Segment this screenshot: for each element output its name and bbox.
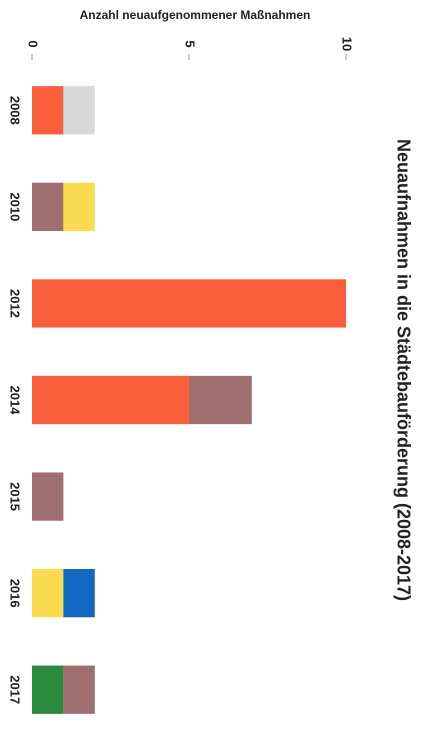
y-tick-label: 2015 <box>8 482 23 511</box>
bar-segment <box>32 569 64 618</box>
bar-segment <box>32 665 64 714</box>
bar-segment <box>63 569 95 618</box>
y-tick-label: 2010 <box>8 192 23 221</box>
bar-segment <box>63 182 95 231</box>
bar-segment <box>32 375 189 425</box>
x-tick-label: 10 <box>340 37 355 51</box>
bar-segment <box>32 86 64 135</box>
x-tick-label: 5 <box>183 40 198 47</box>
y-tick-label: 2012 <box>8 289 23 318</box>
y-tick-label: 2016 <box>8 579 23 608</box>
bar-segment <box>189 375 252 425</box>
y-tick-label: 2008 <box>8 96 23 125</box>
y-tick-label: 2017 <box>8 675 23 704</box>
bar-segment <box>63 665 95 714</box>
chart-title: Neuaufnahmen in die Städtebauförderung (… <box>393 139 413 601</box>
bar-segment <box>32 472 64 521</box>
bar-segment <box>63 86 95 135</box>
x-tick-label: 0 <box>26 40 41 47</box>
x-axis-label: Anzahl neuaufgenommener Maßnahmen <box>80 8 311 22</box>
bar-segment <box>32 279 346 328</box>
y-tick-label: 2014 <box>8 386 23 416</box>
bar-segment <box>32 182 64 231</box>
